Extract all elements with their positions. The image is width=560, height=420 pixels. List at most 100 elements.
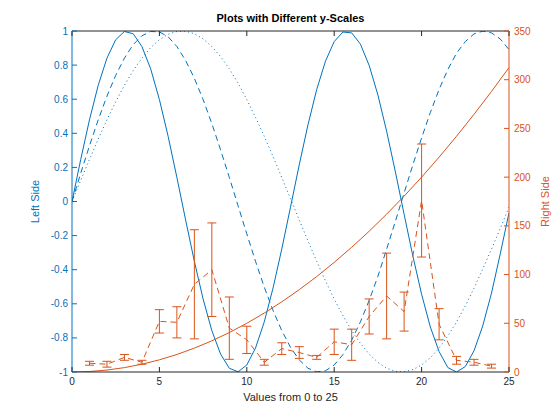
error-bar-cap (487, 364, 496, 365)
y-tick (72, 269, 77, 270)
error-bar-cap (190, 229, 199, 230)
error-bar (242, 326, 251, 353)
error-bar-stem (124, 354, 125, 360)
error-bar-cap (277, 342, 286, 343)
y-tick (72, 303, 77, 304)
y-tick-label: -0.2 (51, 230, 69, 241)
series-line (72, 32, 509, 372)
x-tick-top (72, 31, 73, 36)
error-bar-cap (225, 296, 234, 297)
error-bar (120, 354, 129, 360)
y-tick-label: 0 (62, 196, 68, 207)
error-bar-stem (316, 355, 317, 359)
error-bar-stem (334, 329, 335, 354)
error-bar-cap (417, 257, 426, 258)
x-tick (159, 367, 160, 372)
y2-tick-label: 350 (514, 26, 531, 37)
error-bar-stem (299, 347, 300, 359)
y2-tick (504, 274, 509, 275)
error-bar-stem (229, 297, 230, 359)
error-bar-cap (452, 364, 461, 365)
error-bar-cap (137, 364, 146, 365)
y2-tick-label: 250 (514, 123, 531, 134)
chart: 0510152025-1-0.8-0.6-0.4-0.200.20.40.60.… (0, 0, 560, 420)
error-bar (330, 329, 339, 354)
error-bar-cap (452, 356, 461, 357)
error-bar-stem (491, 364, 492, 368)
error-bar-cap (347, 360, 356, 361)
error-bar (295, 347, 304, 359)
data-group (72, 31, 509, 372)
error-bar-stem (386, 253, 387, 339)
error-bar-cap (312, 355, 321, 356)
error-bar (207, 223, 216, 317)
error-bar (260, 359, 269, 365)
error-bar (347, 329, 356, 360)
error-bar-cap (365, 334, 374, 335)
error-bar-cap (172, 306, 181, 307)
y-tick (72, 337, 77, 338)
x-axis-label: Values from 0 to 25 (243, 391, 338, 403)
error-bar-cap (155, 333, 164, 334)
error-bar-stem (141, 360, 142, 364)
error-bar (417, 144, 426, 257)
error-bar-stem (264, 359, 265, 365)
error-bar (155, 310, 164, 333)
error-bar-stem (439, 309, 440, 340)
error-bar-cap (242, 326, 251, 327)
error-bar (85, 361, 94, 365)
error-bar-cap (207, 316, 216, 317)
x-tick-label: 15 (329, 376, 341, 387)
error-bar-cap (207, 222, 216, 223)
y2-tick (504, 225, 509, 226)
error-bar-cap (85, 361, 94, 362)
error-bar-cap (102, 367, 111, 368)
error-bar-cap (242, 353, 251, 354)
error-bar (400, 292, 409, 331)
error-bar-cap (102, 361, 111, 362)
error-bar-stem (159, 310, 160, 333)
error-bar-cap (277, 354, 286, 355)
error-bar (470, 359, 479, 365)
error-bar-cap (312, 359, 321, 360)
error-bar-stem (351, 329, 352, 360)
y2-tick (504, 79, 509, 80)
error-bar-stem (176, 307, 177, 338)
y-tick-label: 0.6 (54, 94, 68, 105)
x-tick (334, 367, 335, 372)
error-bar (225, 297, 234, 359)
x-tick-label: 5 (157, 376, 163, 387)
series-line (72, 68, 509, 372)
error-bar-cap (295, 358, 304, 359)
error-bar-cap (295, 346, 304, 347)
error-bar-stem (421, 144, 422, 257)
series-line (72, 31, 509, 372)
x-tick-top (421, 31, 422, 36)
error-bar-cap (470, 365, 479, 366)
x-tick (72, 367, 73, 372)
error-bar-cap (330, 329, 339, 330)
error-bar (312, 355, 321, 359)
error-bar (487, 364, 496, 368)
y2-axis-line (509, 31, 510, 372)
y-tick-label: -0.4 (51, 264, 69, 275)
y-tick (72, 167, 77, 168)
error-bar-stem (456, 356, 457, 364)
error-bar-cap (487, 368, 496, 369)
error-bar-cap (155, 309, 164, 310)
x-tick-label: 20 (416, 376, 428, 387)
error-bar-cap (400, 292, 409, 293)
error-bar-cap (435, 339, 444, 340)
error-bar (137, 360, 146, 364)
error-bar-cap (400, 331, 409, 332)
y2-tick (504, 31, 509, 32)
error-bar-stem (89, 361, 90, 365)
error-bar-cap (225, 359, 234, 360)
error-bar-cap (120, 354, 129, 355)
error-bar-cap (382, 338, 391, 339)
error-bar-cap (417, 144, 426, 145)
error-bar-stem (474, 359, 475, 365)
y-tick (72, 372, 77, 373)
y-axis-label: Left Side (29, 180, 41, 223)
error-bar-cap (330, 354, 339, 355)
